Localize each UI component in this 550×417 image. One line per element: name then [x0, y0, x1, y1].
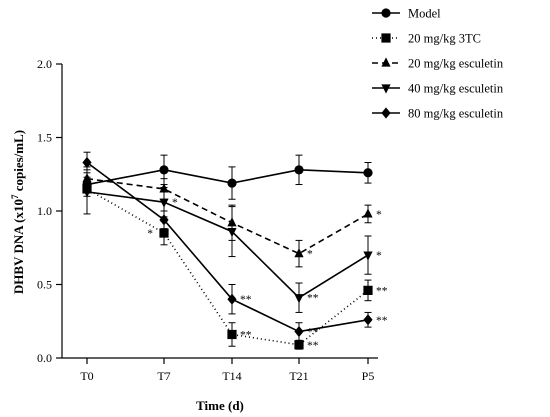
- data-point: [82, 156, 92, 169]
- series-3: ****: [82, 169, 382, 313]
- significance-label: **: [240, 294, 252, 306]
- data-point: [363, 208, 373, 218]
- series-line: [86, 177, 369, 255]
- data-point: [227, 293, 237, 305]
- series-4: ******: [82, 151, 388, 341]
- x-tick-label: T0: [80, 369, 93, 383]
- legend-item-4: 80 mg/kg esculetin: [372, 107, 504, 121]
- data-point: [294, 165, 304, 175]
- data-point: [159, 228, 169, 238]
- legend-marker: [381, 33, 391, 43]
- data-point: [159, 198, 169, 208]
- data-point: [159, 214, 169, 226]
- series-line: [86, 161, 369, 333]
- y-tick-label: 1.0: [37, 204, 52, 218]
- data-point: [363, 314, 373, 326]
- x-tick-label: T7: [157, 369, 170, 383]
- significance-label: **: [307, 293, 319, 305]
- y-tick-label: 0.5: [37, 278, 52, 292]
- series-line: [86, 191, 369, 299]
- legend-marker: [381, 84, 391, 94]
- data-point: [363, 251, 373, 261]
- x-tick-label: T21: [289, 369, 308, 383]
- significance-label: **: [307, 327, 319, 339]
- legend-marker: [381, 57, 391, 67]
- legend-label: 80 mg/kg esculetin: [408, 107, 504, 121]
- legend-marker: [381, 8, 391, 18]
- significance-label: **: [376, 315, 388, 327]
- series-line: [86, 188, 369, 346]
- significance-label: *: [147, 228, 153, 240]
- y-tick-label: 1.5: [37, 131, 52, 145]
- data-point: [294, 294, 304, 304]
- data-point: [363, 168, 373, 178]
- axes: 0.0 0.5 1.0 1.5 2.0 T0 T7 T14 T21 P5: [37, 57, 378, 383]
- data-point: [294, 325, 304, 338]
- data-point: [227, 227, 237, 238]
- x-axis-title: Time (d): [196, 398, 244, 413]
- legend-marker: [381, 107, 391, 119]
- significance-label: **: [307, 340, 319, 352]
- significance-label: *: [307, 249, 313, 261]
- data-point: [227, 329, 237, 340]
- legend-item-3: 40 mg/kg esculetin: [372, 82, 504, 96]
- legend: Model 20 mg/kg 3TC 20 mg/kg esculetin 40 mg…: [372, 7, 504, 121]
- significance-label: *: [376, 209, 382, 221]
- data-point: [363, 285, 373, 295]
- x-tick-label: P5: [362, 369, 375, 383]
- plot-area: *******************: [82, 151, 388, 352]
- data-point: [294, 340, 304, 350]
- x-tick-label: T14: [222, 369, 241, 383]
- significance-label: **: [240, 329, 252, 341]
- legend-item-1: 20 mg/kg 3TC: [372, 32, 481, 46]
- data-point: [82, 188, 92, 198]
- y-tick-label: 2.0: [37, 57, 52, 71]
- legend-label: 40 mg/kg esculetin: [408, 82, 504, 96]
- y-tick-label: 0.0: [37, 351, 52, 365]
- legend-label: 20 mg/kg 3TC: [408, 32, 481, 46]
- legend-item-2: 20 mg/kg esculetin: [372, 57, 504, 71]
- legend-label: 20 mg/kg esculetin: [408, 57, 504, 71]
- data-point: [227, 178, 237, 188]
- legend-label: Model: [408, 7, 441, 21]
- significance-label: *: [376, 250, 382, 262]
- data-point: [159, 165, 169, 175]
- series-1: *******: [82, 181, 388, 352]
- series-0: [82, 154, 373, 200]
- significance-label: *: [172, 197, 178, 209]
- legend-item-0: Model: [372, 7, 441, 21]
- significance-label: **: [376, 285, 388, 297]
- data-point: [294, 248, 304, 258]
- y-axis-title: DHBV DNA (x107 copies/mL): [10, 130, 26, 294]
